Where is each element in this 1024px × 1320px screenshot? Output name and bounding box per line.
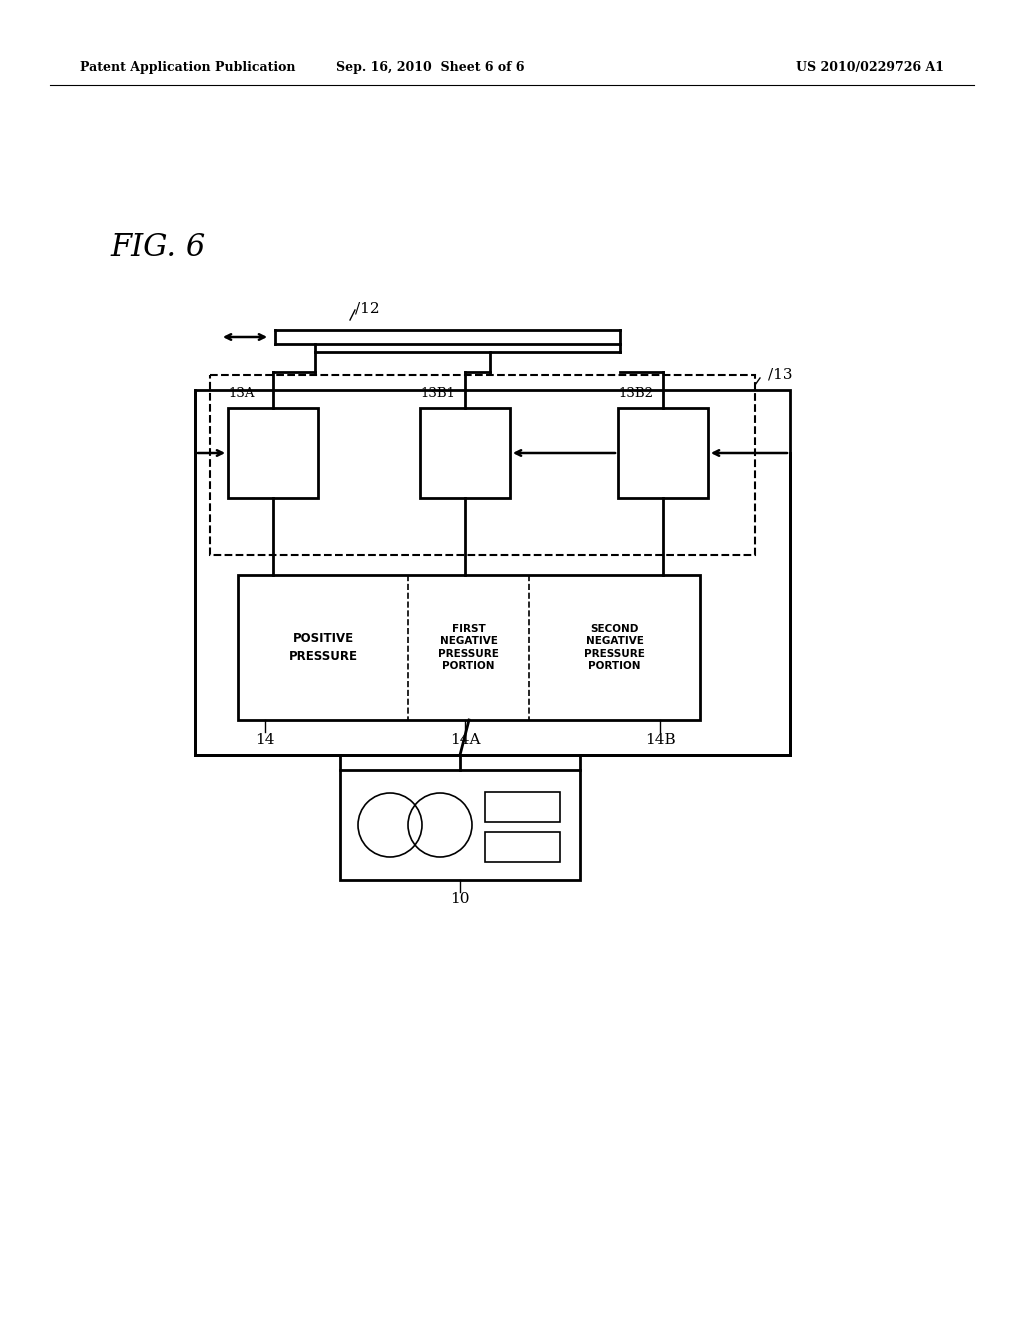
Bar <box>195 389 790 755</box>
Bar <box>210 375 755 554</box>
Text: /13: /13 <box>768 368 793 381</box>
Text: Sep. 16, 2010  Sheet 6 of 6: Sep. 16, 2010 Sheet 6 of 6 <box>336 62 524 74</box>
Text: 14A: 14A <box>450 733 480 747</box>
Text: 10: 10 <box>451 892 470 906</box>
Text: POSITIVE
PRESSURE: POSITIVE PRESSURE <box>289 632 357 663</box>
Text: 13A: 13A <box>228 387 255 400</box>
Bar <box>485 832 560 862</box>
Text: SECOND
NEGATIVE
PRESSURE
PORTION: SECOND NEGATIVE PRESSURE PORTION <box>584 624 645 671</box>
Bar <box>618 408 708 498</box>
Bar <box>340 770 580 880</box>
Text: /12: /12 <box>355 301 380 315</box>
Text: 13B2: 13B2 <box>618 387 653 400</box>
Text: Patent Application Publication: Patent Application Publication <box>80 62 296 74</box>
Bar <box>485 792 560 822</box>
Text: 14B: 14B <box>645 733 675 747</box>
Text: US 2010/0229726 A1: US 2010/0229726 A1 <box>796 62 944 74</box>
Text: FIG. 6: FIG. 6 <box>110 232 205 264</box>
Text: 14: 14 <box>255 733 274 747</box>
Bar <box>228 408 318 498</box>
Bar <box>238 576 700 719</box>
Text: FIRST
NEGATIVE
PRESSURE
PORTION: FIRST NEGATIVE PRESSURE PORTION <box>438 624 499 671</box>
Text: 13B1: 13B1 <box>420 387 455 400</box>
Bar <box>420 408 510 498</box>
